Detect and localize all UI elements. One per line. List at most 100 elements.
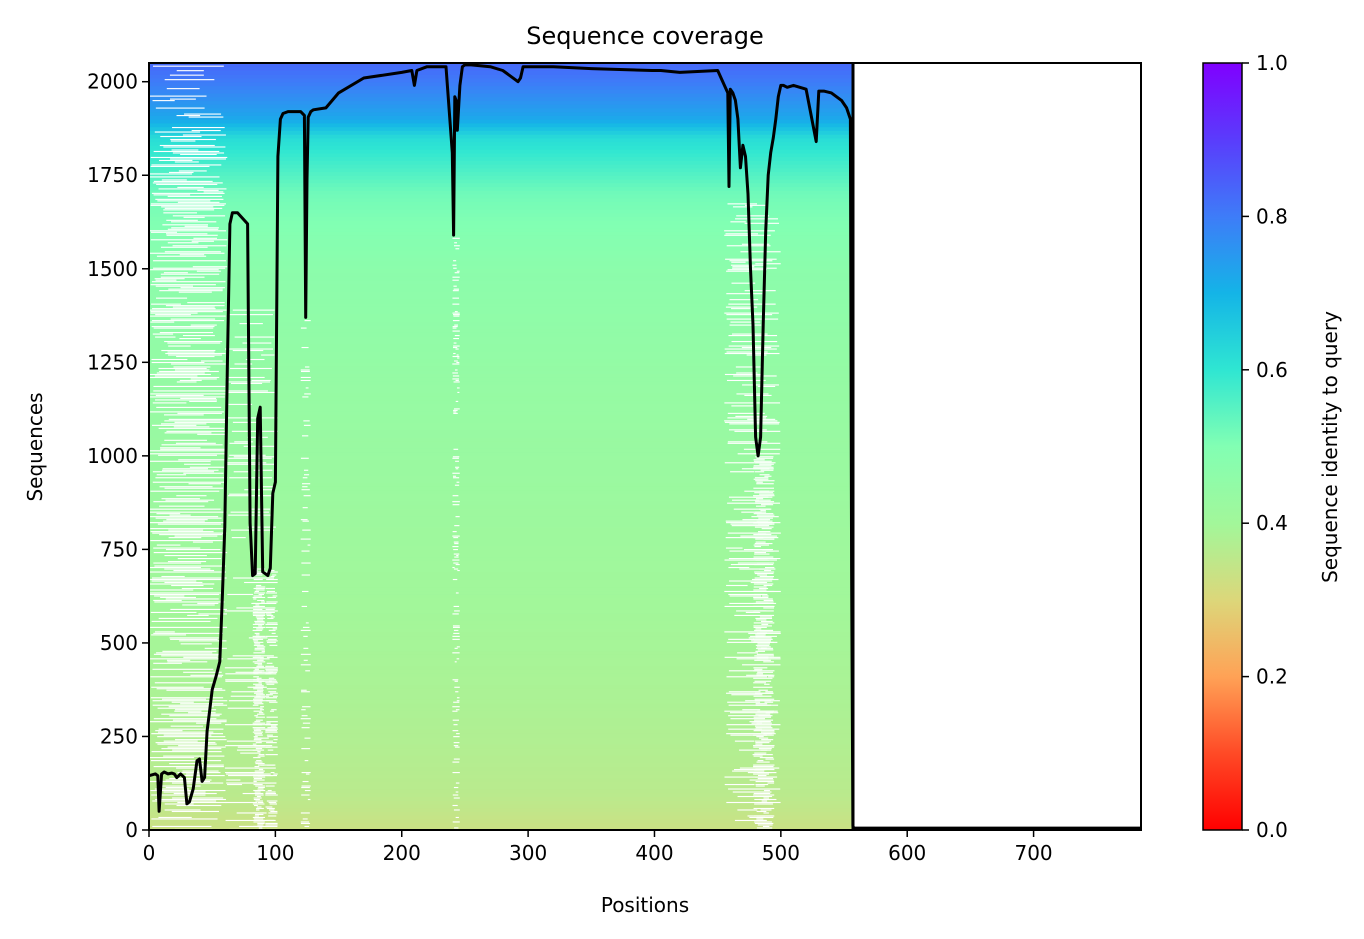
y-axis: 0 250 500 750 1000 1250 1500 1750 2000 <box>87 70 149 842</box>
gap-segment <box>454 242 458 244</box>
identity-band <box>149 343 855 348</box>
gap-segment <box>455 348 459 350</box>
gap-segment <box>252 698 263 700</box>
gap-segment <box>755 704 772 706</box>
gap-segment <box>753 459 765 461</box>
identity-band <box>149 92 855 98</box>
gap-segment <box>452 495 459 497</box>
gap-segment <box>227 593 254 596</box>
gap-segment <box>168 529 204 531</box>
gap-segment <box>182 134 226 136</box>
gap-segment <box>761 620 773 622</box>
gap-segment <box>724 710 778 712</box>
gap-segment <box>457 391 460 393</box>
gap-segment <box>158 617 218 619</box>
gap-segment <box>270 725 277 727</box>
gap-segment <box>256 807 264 810</box>
gap-segment <box>300 653 311 655</box>
gap-segment <box>302 477 308 479</box>
gap-segment <box>756 827 773 829</box>
gap-segment <box>452 355 460 358</box>
identity-band <box>149 160 855 165</box>
gap-segment <box>150 315 226 317</box>
gap-segment <box>180 287 225 289</box>
gap-segment <box>151 634 187 636</box>
gap-segment <box>166 689 226 691</box>
gap-segment <box>229 454 266 456</box>
identity-band <box>149 534 855 539</box>
gap-segment <box>453 786 459 789</box>
gap-segment <box>753 773 770 775</box>
gap-segment <box>266 734 273 736</box>
gap-segment <box>158 188 227 190</box>
gap-segment <box>452 290 459 292</box>
gap-segment <box>266 578 278 581</box>
gap-segment <box>755 650 765 652</box>
gap-segment <box>454 272 460 274</box>
gap-segment <box>755 511 762 513</box>
gap-segment <box>741 346 772 349</box>
gap-segment <box>256 795 261 798</box>
gap-segment <box>253 469 273 471</box>
gap-segment <box>729 496 773 498</box>
gap-segment <box>727 412 765 414</box>
gap-segment <box>174 369 210 371</box>
gap-segment <box>452 472 460 474</box>
gap-segment <box>153 180 213 182</box>
gap-segment <box>302 396 309 398</box>
plot-frame <box>148 62 1142 831</box>
gap-segment <box>452 457 459 459</box>
identity-band <box>149 691 855 696</box>
gap-segment <box>763 584 773 587</box>
identity-band <box>149 167 855 173</box>
gap-segment <box>726 676 768 678</box>
gap-segment <box>254 607 260 609</box>
gap-segment <box>728 715 772 717</box>
gap-segment <box>301 605 308 608</box>
gap-segment <box>455 460 459 462</box>
gap-segment <box>158 367 207 370</box>
gap-segment <box>452 264 457 266</box>
gap-segment <box>242 792 264 795</box>
gap-segment <box>757 777 774 780</box>
gap-segment <box>170 98 196 100</box>
gap-segment <box>155 742 216 744</box>
gap-segment <box>153 194 191 196</box>
gap-segment <box>304 760 309 762</box>
identity-band <box>149 141 855 146</box>
gap-segment <box>452 772 460 774</box>
gap-segment <box>155 517 222 519</box>
gap-segment <box>265 782 277 784</box>
identity-band <box>149 650 855 655</box>
identity-band <box>149 710 855 715</box>
gap-segment <box>753 622 775 624</box>
gap-segment <box>453 701 460 703</box>
gap-segment <box>730 734 767 736</box>
identity-band <box>149 377 855 382</box>
gap-segment <box>240 752 261 754</box>
gap-segment <box>756 632 767 634</box>
gap-segment <box>273 773 278 775</box>
gap-segment <box>150 393 227 395</box>
gap-segment <box>455 709 460 711</box>
gap-segment <box>761 739 774 741</box>
gap-segment <box>151 686 204 688</box>
gap-segment <box>184 113 222 115</box>
gap-segment <box>253 779 265 781</box>
gap-segment <box>253 605 265 608</box>
identity-band <box>149 190 855 195</box>
gap-segment <box>730 471 755 473</box>
gap-segment <box>232 655 274 657</box>
gap-segment <box>269 803 278 805</box>
gap-segment <box>757 801 772 804</box>
gap-segment <box>453 629 459 631</box>
gap-segment <box>267 789 272 792</box>
gap-segment <box>753 766 774 768</box>
identity-band <box>149 740 855 745</box>
gap-segment <box>301 689 307 691</box>
gap-segment <box>155 730 183 732</box>
identity-band <box>149 669 855 674</box>
gap-segment <box>266 622 278 624</box>
gap-segment <box>176 804 222 807</box>
gap-segment <box>150 490 220 492</box>
